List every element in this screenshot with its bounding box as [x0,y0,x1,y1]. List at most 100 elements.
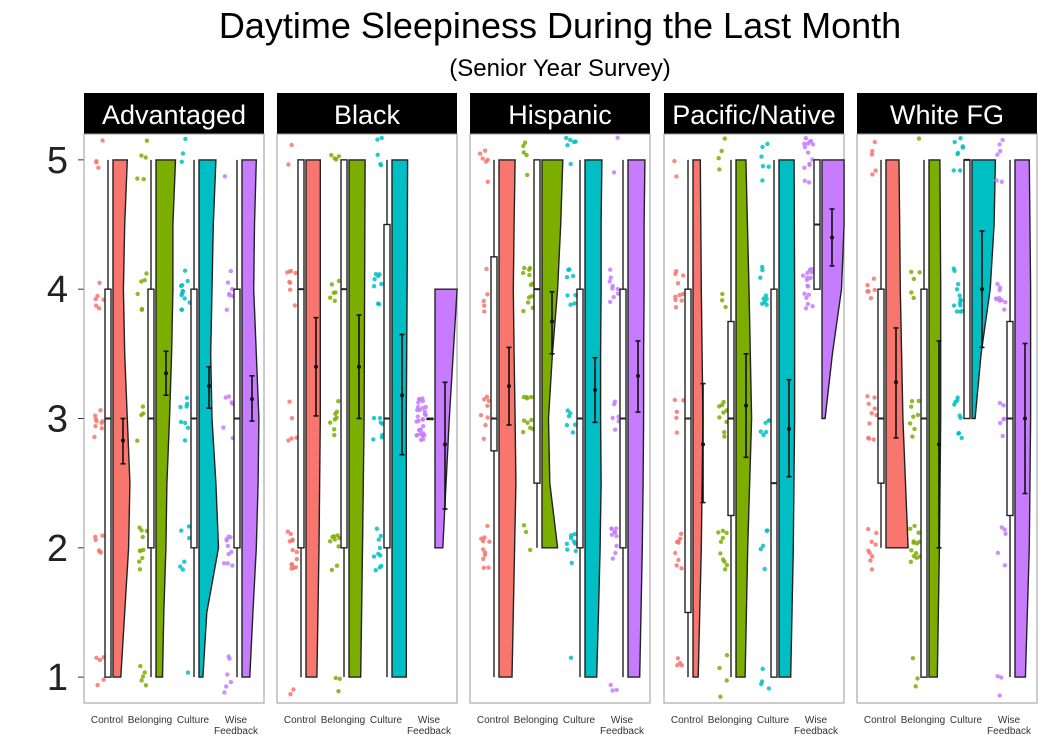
data-point [487,539,492,544]
group-0 [672,158,706,678]
data-point [378,161,383,167]
data-point [94,419,99,424]
data-point [907,421,913,426]
data-point [415,414,420,419]
data-point [917,270,922,275]
x-tick-label: Wise Feedback [214,715,259,737]
data-point [1003,300,1008,305]
data-point [221,425,226,430]
data-point [805,150,811,155]
half-violin [821,159,845,420]
data-point [874,530,879,536]
data-point [527,265,533,271]
data-point [960,144,965,149]
data-point [482,303,487,308]
y-tick-label: 1 [47,657,68,699]
data-point [873,168,878,173]
facet-panel: Black Control Belonging Culture Wise Feedback [276,93,458,737]
data-point [480,156,485,161]
data-point [525,300,531,305]
data-point [672,397,677,403]
data-point [567,267,572,272]
box [340,159,348,549]
x-tick-label: Control [477,715,509,726]
data-point [528,547,533,553]
data-point [674,409,679,414]
data-point [723,304,728,310]
data-point [379,435,385,440]
data-point [289,436,294,441]
data-point [807,139,813,144]
data-point [615,286,620,292]
half-violin [241,159,260,678]
data-point [564,275,570,280]
x-tick-label: Control [671,715,703,726]
data-point [674,539,680,545]
data-point [722,434,727,439]
data-point [225,672,230,677]
group-1 [327,152,366,694]
data-point [611,170,617,175]
data-point [802,165,807,170]
group-3 [221,159,260,695]
data-point [951,168,956,173]
data-point [139,153,144,158]
data-point [336,689,341,694]
data-point [336,154,342,159]
data-point [872,406,877,411]
data-point [679,663,685,668]
data-point [228,679,234,685]
data-point [681,273,686,278]
data-point [98,550,104,555]
data-point [379,563,384,569]
data-point [135,291,140,297]
box [533,159,541,484]
data-point [911,414,916,419]
data-point [569,560,574,566]
data-point [907,526,913,531]
data-point [332,427,337,432]
data-point [674,563,679,568]
half-violin [885,159,909,549]
data-point [951,303,957,308]
data-point [414,433,419,438]
mean-point [443,442,447,447]
data-point [573,548,578,554]
data-point [915,412,921,418]
data-point [568,302,573,307]
data-point [98,408,103,413]
group-0 [285,142,321,697]
data-point [802,145,808,150]
facet-label: White FG [890,100,1004,130]
data-point [376,551,381,556]
data-point [94,159,99,164]
data-point [608,682,613,688]
data-point [481,556,486,562]
data-point [614,526,619,531]
data-point [955,150,961,156]
data-point [570,273,576,279]
data-point [529,417,534,423]
data-point [810,304,815,309]
data-point [333,675,338,681]
data-point [673,305,679,310]
data-point [294,556,299,562]
data-point [565,408,570,413]
data-point [144,138,150,143]
mean-point [636,373,640,378]
data-point [720,535,726,541]
data-point [529,294,534,299]
data-point [720,557,726,562]
data-point [482,309,487,314]
data-point [608,267,613,272]
x-tick-label: Wise Feedback [794,715,839,737]
half-violin [305,159,321,678]
mean-point [400,393,404,398]
data-point [573,139,578,144]
data-point [97,280,102,285]
data-point [911,276,917,282]
data-point [916,398,921,404]
data-point [178,564,183,569]
data-point [765,141,770,147]
data-point [224,307,229,312]
